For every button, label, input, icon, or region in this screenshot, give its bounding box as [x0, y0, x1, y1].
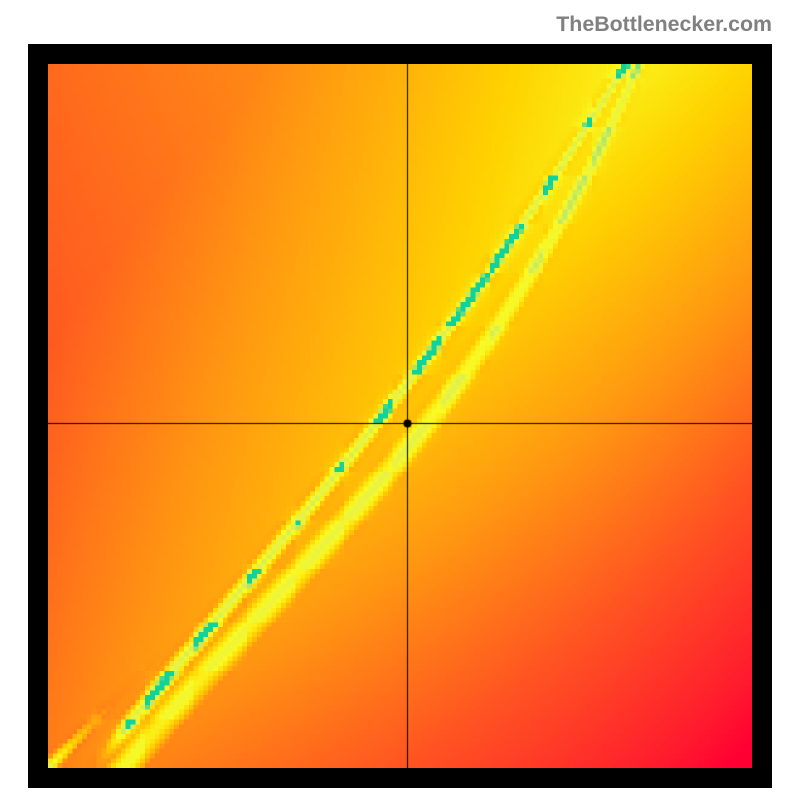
heatmap-canvas: [48, 64, 752, 768]
watermark-label: TheBottlenecker.com: [556, 12, 772, 37]
